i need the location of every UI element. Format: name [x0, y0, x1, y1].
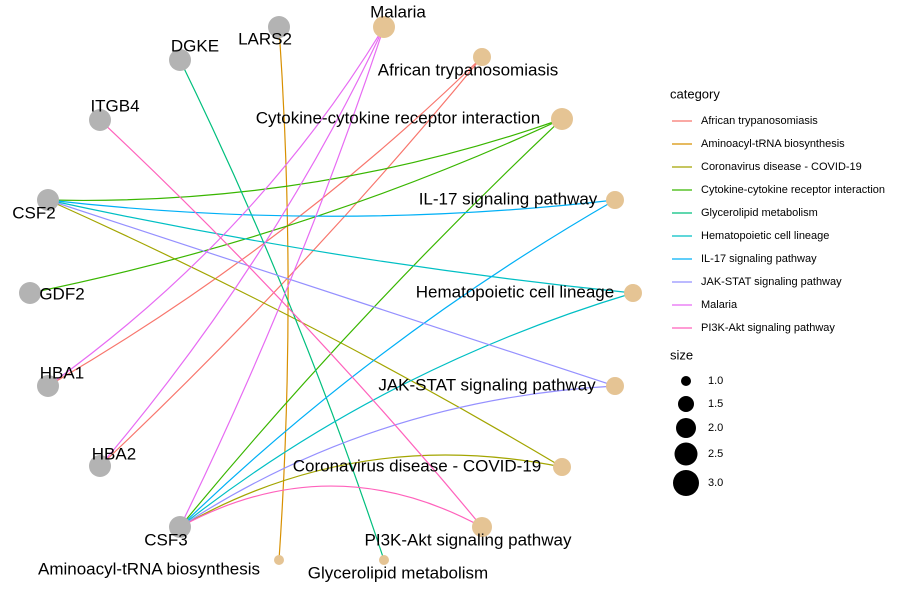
node-label: African trypanosomiasis: [378, 60, 558, 79]
edge: [179, 26, 385, 528]
node-label: CSF3: [144, 530, 187, 549]
node-label: JAK-STAT signaling pathway: [378, 375, 596, 394]
edge: [47, 26, 385, 387]
edge: [179, 199, 616, 528]
node: [624, 284, 642, 302]
node: [379, 555, 389, 565]
size-legend-title: size: [670, 347, 693, 362]
node: [274, 555, 284, 565]
legend-title: category: [670, 86, 720, 101]
node-label: DGKE: [171, 36, 219, 55]
edge: [179, 292, 634, 528]
node: [606, 191, 624, 209]
node-label: LARS2: [238, 29, 292, 48]
edge: [47, 199, 563, 468]
edge: [29, 118, 563, 294]
node-label: HBA2: [92, 444, 136, 463]
edge: [179, 485, 483, 528]
edge: [47, 56, 483, 387]
edge: [99, 26, 385, 467]
node: [169, 49, 191, 71]
node: [551, 108, 573, 130]
legend-label: Glycerolipid metabolism: [701, 207, 818, 219]
size-key: [678, 396, 694, 412]
node: [373, 16, 395, 38]
size-label: 1.0: [708, 375, 723, 387]
node: [37, 375, 59, 397]
legend-label: Coronavirus disease - COVID-19: [701, 161, 862, 173]
node-label: Cytokine-cytokine receptor interaction: [256, 108, 540, 127]
node: [169, 516, 191, 538]
legend-label: JAK-STAT signaling pathway: [701, 276, 842, 288]
node: [19, 282, 41, 304]
node-label: Coronavirus disease - COVID-19: [293, 456, 541, 475]
edge: [47, 199, 634, 294]
edge: [99, 119, 483, 528]
size-label: 3.0: [708, 477, 723, 489]
size-key: [673, 470, 699, 496]
node: [606, 377, 624, 395]
size-label: 2.0: [708, 422, 723, 434]
node-label: CSF2: [12, 203, 55, 222]
node-label: Hematopoietic cell lineage: [416, 282, 614, 301]
node: [37, 189, 59, 211]
node-label: ITGB4: [90, 96, 139, 115]
edge: [179, 454, 563, 528]
legend-label: PI3K-Akt signaling pathway: [701, 322, 835, 334]
edge: [278, 26, 289, 561]
node-label: PI3K-Akt signaling pathway: [365, 530, 572, 549]
size-label: 1.5: [708, 398, 723, 410]
node-label: Glycerolipid metabolism: [308, 563, 488, 582]
node-label: Aminoacyl-tRNA biosynthesis: [38, 559, 260, 578]
node: [268, 16, 290, 38]
node-label: Malaria: [370, 2, 426, 21]
legend-label: African trypanosomiasis: [701, 115, 818, 127]
legend-label: IL-17 signaling pathway: [701, 253, 817, 265]
size-key: [676, 418, 696, 438]
legend-label: Malaria: [701, 299, 738, 311]
edge: [47, 118, 563, 201]
edge: [47, 199, 616, 387]
edge: [47, 199, 616, 217]
edge: [179, 118, 563, 528]
node-label: IL-17 signaling pathway: [419, 189, 598, 208]
node: [472, 517, 492, 537]
size-key: [674, 442, 698, 466]
node-label: HBA1: [40, 363, 84, 382]
size-label: 2.5: [708, 448, 723, 460]
node: [553, 458, 571, 476]
legend-label: Hematopoietic cell lineage: [701, 230, 829, 242]
size-key: [681, 376, 691, 386]
node-label: GDF2: [39, 284, 84, 303]
edge: [179, 385, 616, 528]
edge: [99, 56, 483, 467]
node: [89, 109, 111, 131]
legend-label: Aminoacyl-tRNA biosynthesis: [701, 138, 845, 150]
edge: [179, 59, 385, 561]
legend-label: Cytokine-cytokine receptor interaction: [701, 184, 885, 196]
node: [89, 455, 111, 477]
node: [473, 48, 491, 66]
